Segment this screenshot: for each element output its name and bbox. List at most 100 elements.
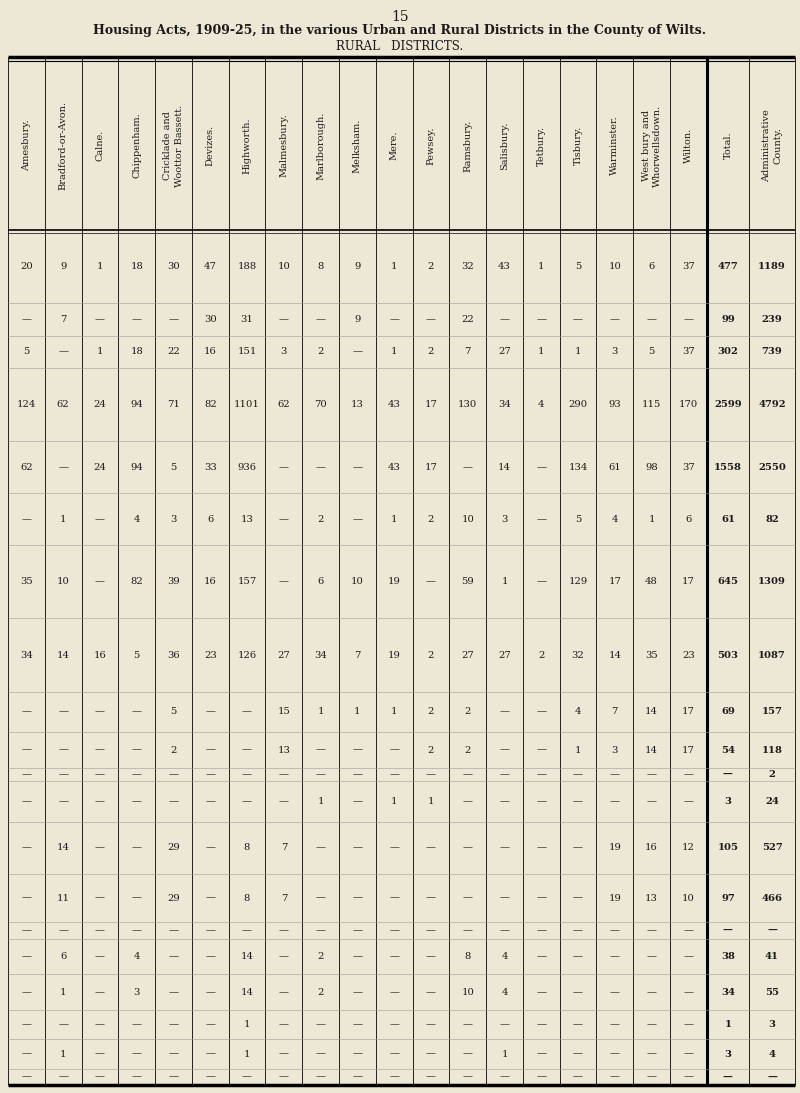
Text: 5: 5	[170, 462, 177, 472]
Text: —: —	[352, 894, 362, 903]
Text: 35: 35	[645, 650, 658, 659]
Text: Calne.: Calne.	[95, 130, 105, 161]
Text: 14: 14	[241, 952, 254, 961]
Text: 34: 34	[721, 988, 735, 997]
Text: 27: 27	[278, 650, 290, 659]
Text: 10: 10	[608, 262, 622, 271]
Text: 1: 1	[391, 262, 398, 271]
Text: 1: 1	[538, 348, 545, 356]
Text: —: —	[95, 843, 105, 853]
Text: —: —	[206, 1021, 215, 1030]
Text: —: —	[610, 952, 620, 961]
Text: 14: 14	[498, 462, 511, 472]
Text: 35: 35	[20, 577, 33, 587]
Text: 82: 82	[204, 400, 217, 409]
Text: —: —	[352, 771, 362, 779]
Text: —: —	[242, 797, 252, 806]
Text: —: —	[22, 1021, 31, 1030]
Text: 2: 2	[769, 771, 775, 779]
Text: —: —	[95, 797, 105, 806]
Text: —: —	[462, 797, 473, 806]
Text: —: —	[315, 315, 326, 324]
Text: 16: 16	[204, 348, 217, 356]
Text: —: —	[646, 771, 657, 779]
Text: —: —	[95, 952, 105, 961]
Text: —: —	[499, 315, 510, 324]
Text: —: —	[646, 315, 657, 324]
Text: —: —	[279, 926, 289, 936]
Text: 1: 1	[318, 707, 324, 716]
Text: 7: 7	[60, 315, 66, 324]
Text: —: —	[426, 771, 436, 779]
Text: —: —	[22, 988, 31, 997]
Text: —: —	[22, 1072, 31, 1081]
Text: 2: 2	[428, 515, 434, 524]
Text: 32: 32	[572, 650, 584, 659]
Text: 17: 17	[425, 400, 438, 409]
Text: —: —	[462, 926, 473, 936]
Text: 1: 1	[538, 262, 545, 271]
Text: 17: 17	[608, 577, 622, 587]
Text: 33: 33	[204, 462, 217, 472]
Text: 19: 19	[608, 894, 622, 903]
Text: —: —	[242, 926, 252, 936]
Text: —: —	[352, 462, 362, 472]
Text: 2550: 2550	[758, 462, 786, 472]
Text: —: —	[22, 771, 31, 779]
Text: —: —	[58, 771, 68, 779]
Text: 30: 30	[204, 315, 217, 324]
Text: —: —	[610, 771, 620, 779]
Text: —: —	[389, 952, 399, 961]
Text: 10: 10	[351, 577, 364, 587]
Text: —: —	[58, 707, 68, 716]
Text: 48: 48	[645, 577, 658, 587]
Text: —: —	[206, 745, 215, 754]
Text: 2: 2	[428, 707, 434, 716]
Text: 1: 1	[97, 348, 103, 356]
Text: —: —	[132, 707, 142, 716]
Text: 936: 936	[238, 462, 257, 472]
Text: 37: 37	[682, 462, 694, 472]
Text: —: —	[610, 1072, 620, 1081]
Text: —: —	[95, 894, 105, 903]
Text: —: —	[462, 1072, 473, 1081]
Text: —: —	[315, 843, 326, 853]
Text: —: —	[279, 515, 289, 524]
Text: —: —	[95, 745, 105, 754]
Text: —: —	[573, 771, 583, 779]
Text: 94: 94	[130, 400, 143, 409]
Text: —: —	[169, 315, 178, 324]
Text: —: —	[206, 926, 215, 936]
Text: 24: 24	[94, 462, 106, 472]
Text: 7: 7	[354, 650, 361, 659]
Text: —: —	[169, 1072, 178, 1081]
Text: —: —	[536, 926, 546, 936]
Text: —: —	[462, 894, 473, 903]
Text: —: —	[132, 926, 142, 936]
Text: —: —	[426, 894, 436, 903]
Text: —: —	[352, 515, 362, 524]
Text: 1: 1	[97, 262, 103, 271]
Text: —: —	[426, 1021, 436, 1030]
Text: —: —	[58, 1021, 68, 1030]
Text: 22: 22	[167, 348, 180, 356]
Text: 7: 7	[612, 707, 618, 716]
Text: —: —	[683, 771, 694, 779]
Text: 10: 10	[462, 988, 474, 997]
Text: —: —	[279, 988, 289, 997]
Text: 10: 10	[682, 894, 694, 903]
Text: 3: 3	[769, 1021, 775, 1030]
Text: —: —	[206, 988, 215, 997]
Text: —: —	[683, 988, 694, 997]
Text: —: —	[279, 771, 289, 779]
Text: 97: 97	[721, 894, 734, 903]
Text: 115: 115	[642, 400, 662, 409]
Text: —: —	[573, 894, 583, 903]
Text: 10: 10	[462, 515, 474, 524]
Text: 4: 4	[611, 515, 618, 524]
Text: Total.: Total.	[723, 131, 732, 160]
Text: 466: 466	[762, 894, 782, 903]
Text: —: —	[462, 1049, 473, 1059]
Text: —: —	[683, 315, 694, 324]
Text: 1: 1	[318, 797, 324, 806]
